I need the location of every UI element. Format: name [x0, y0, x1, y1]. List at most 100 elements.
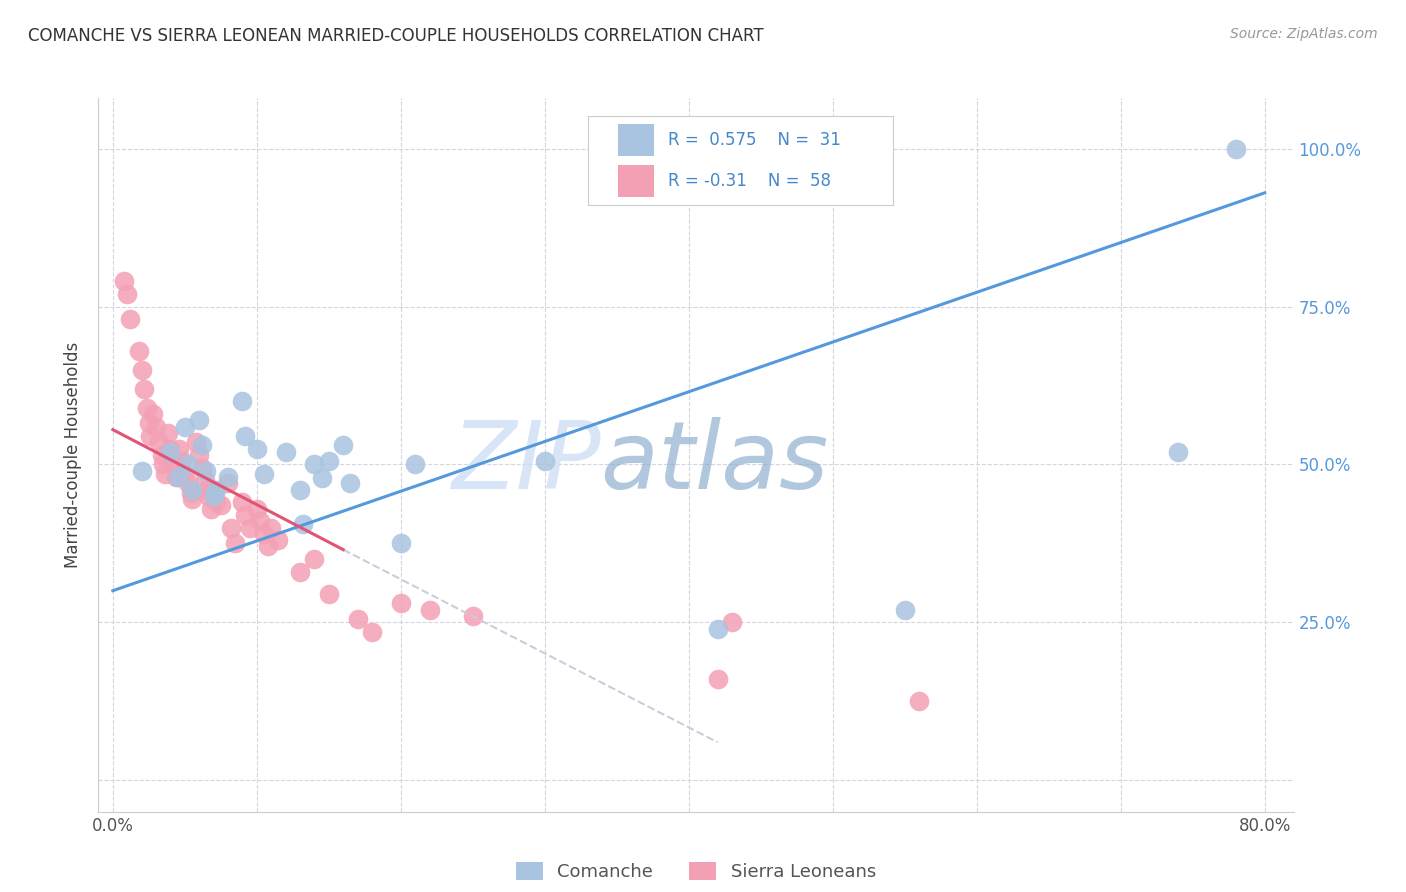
Point	[361, 624, 384, 639]
Point	[202, 483, 225, 497]
Point	[267, 533, 290, 548]
Point	[231, 394, 253, 409]
Point	[167, 442, 190, 456]
Point	[257, 540, 280, 554]
Point	[181, 483, 204, 497]
Point	[195, 464, 218, 478]
Point	[304, 552, 326, 566]
Point	[246, 442, 269, 456]
Point	[346, 612, 368, 626]
Point	[191, 460, 214, 475]
Point	[165, 470, 187, 484]
Point	[209, 499, 232, 513]
Point	[166, 470, 188, 484]
Point	[706, 672, 728, 686]
Point	[893, 602, 915, 616]
Point	[136, 401, 159, 415]
Point	[188, 448, 211, 462]
Point	[176, 458, 198, 472]
Point	[224, 536, 246, 550]
Point	[217, 476, 239, 491]
Point	[246, 501, 269, 516]
Point	[311, 471, 333, 485]
FancyBboxPatch shape	[588, 116, 893, 205]
Point	[389, 596, 412, 610]
Point	[170, 454, 193, 468]
Text: Source: ZipAtlas.com: Source: ZipAtlas.com	[1230, 27, 1378, 41]
Point	[233, 429, 256, 443]
Point	[131, 362, 153, 376]
FancyBboxPatch shape	[619, 124, 654, 156]
Point	[288, 483, 311, 497]
Point	[159, 442, 181, 456]
Point	[253, 467, 276, 481]
Point	[150, 448, 173, 462]
Point	[180, 485, 202, 500]
Point	[138, 417, 160, 431]
Point	[706, 622, 728, 636]
Point	[202, 489, 225, 503]
Point	[1225, 142, 1247, 156]
Point	[176, 476, 198, 491]
Text: ZIP: ZIP	[451, 417, 600, 508]
Point	[181, 492, 204, 507]
Point	[153, 467, 176, 481]
Point	[191, 438, 214, 452]
Text: R = -0.31    N =  58: R = -0.31 N = 58	[668, 172, 831, 190]
Point	[274, 444, 297, 458]
Point	[318, 454, 340, 468]
Point	[194, 473, 217, 487]
Point	[173, 467, 195, 481]
Point	[142, 407, 165, 421]
Point	[200, 501, 222, 516]
Point	[908, 694, 931, 708]
Point	[159, 444, 181, 458]
Point	[291, 517, 314, 532]
Point	[188, 413, 211, 427]
Point	[145, 419, 167, 434]
Point	[195, 483, 218, 497]
Point	[318, 587, 340, 601]
Point	[152, 458, 174, 472]
Point	[404, 458, 426, 472]
Point	[249, 514, 271, 528]
Text: R =  0.575    N =  31: R = 0.575 N = 31	[668, 131, 841, 149]
Point	[1167, 444, 1189, 458]
Point	[260, 520, 283, 534]
Point	[148, 435, 170, 450]
Text: COMANCHE VS SIERRA LEONEAN MARRIED-COUPLE HOUSEHOLDS CORRELATION CHART: COMANCHE VS SIERRA LEONEAN MARRIED-COUPL…	[28, 27, 763, 45]
Point	[156, 425, 179, 440]
Legend: Comanche, Sierra Leoneans: Comanche, Sierra Leoneans	[509, 855, 883, 888]
Point	[112, 274, 135, 288]
Point	[461, 609, 484, 624]
Point	[205, 483, 228, 497]
Point	[288, 565, 311, 579]
Point	[389, 536, 412, 550]
Point	[239, 520, 262, 534]
Point	[162, 458, 184, 472]
Text: atlas: atlas	[600, 417, 828, 508]
Point	[134, 382, 156, 396]
Point	[332, 438, 354, 452]
Point	[131, 464, 153, 478]
Point	[217, 470, 239, 484]
Point	[231, 495, 253, 509]
Point	[205, 495, 228, 509]
Point	[304, 458, 326, 472]
Point	[339, 476, 361, 491]
Point	[186, 435, 208, 450]
Point	[197, 489, 219, 503]
Point	[253, 526, 276, 541]
Point	[139, 429, 162, 443]
Point	[721, 615, 744, 630]
Point	[533, 454, 555, 468]
Point	[120, 312, 142, 326]
Point	[219, 520, 242, 534]
Point	[115, 286, 138, 301]
Point	[233, 508, 256, 522]
Y-axis label: Married-couple Households: Married-couple Households	[65, 342, 83, 568]
Point	[173, 419, 195, 434]
Point	[128, 343, 150, 358]
Point	[419, 602, 441, 616]
FancyBboxPatch shape	[619, 165, 654, 197]
